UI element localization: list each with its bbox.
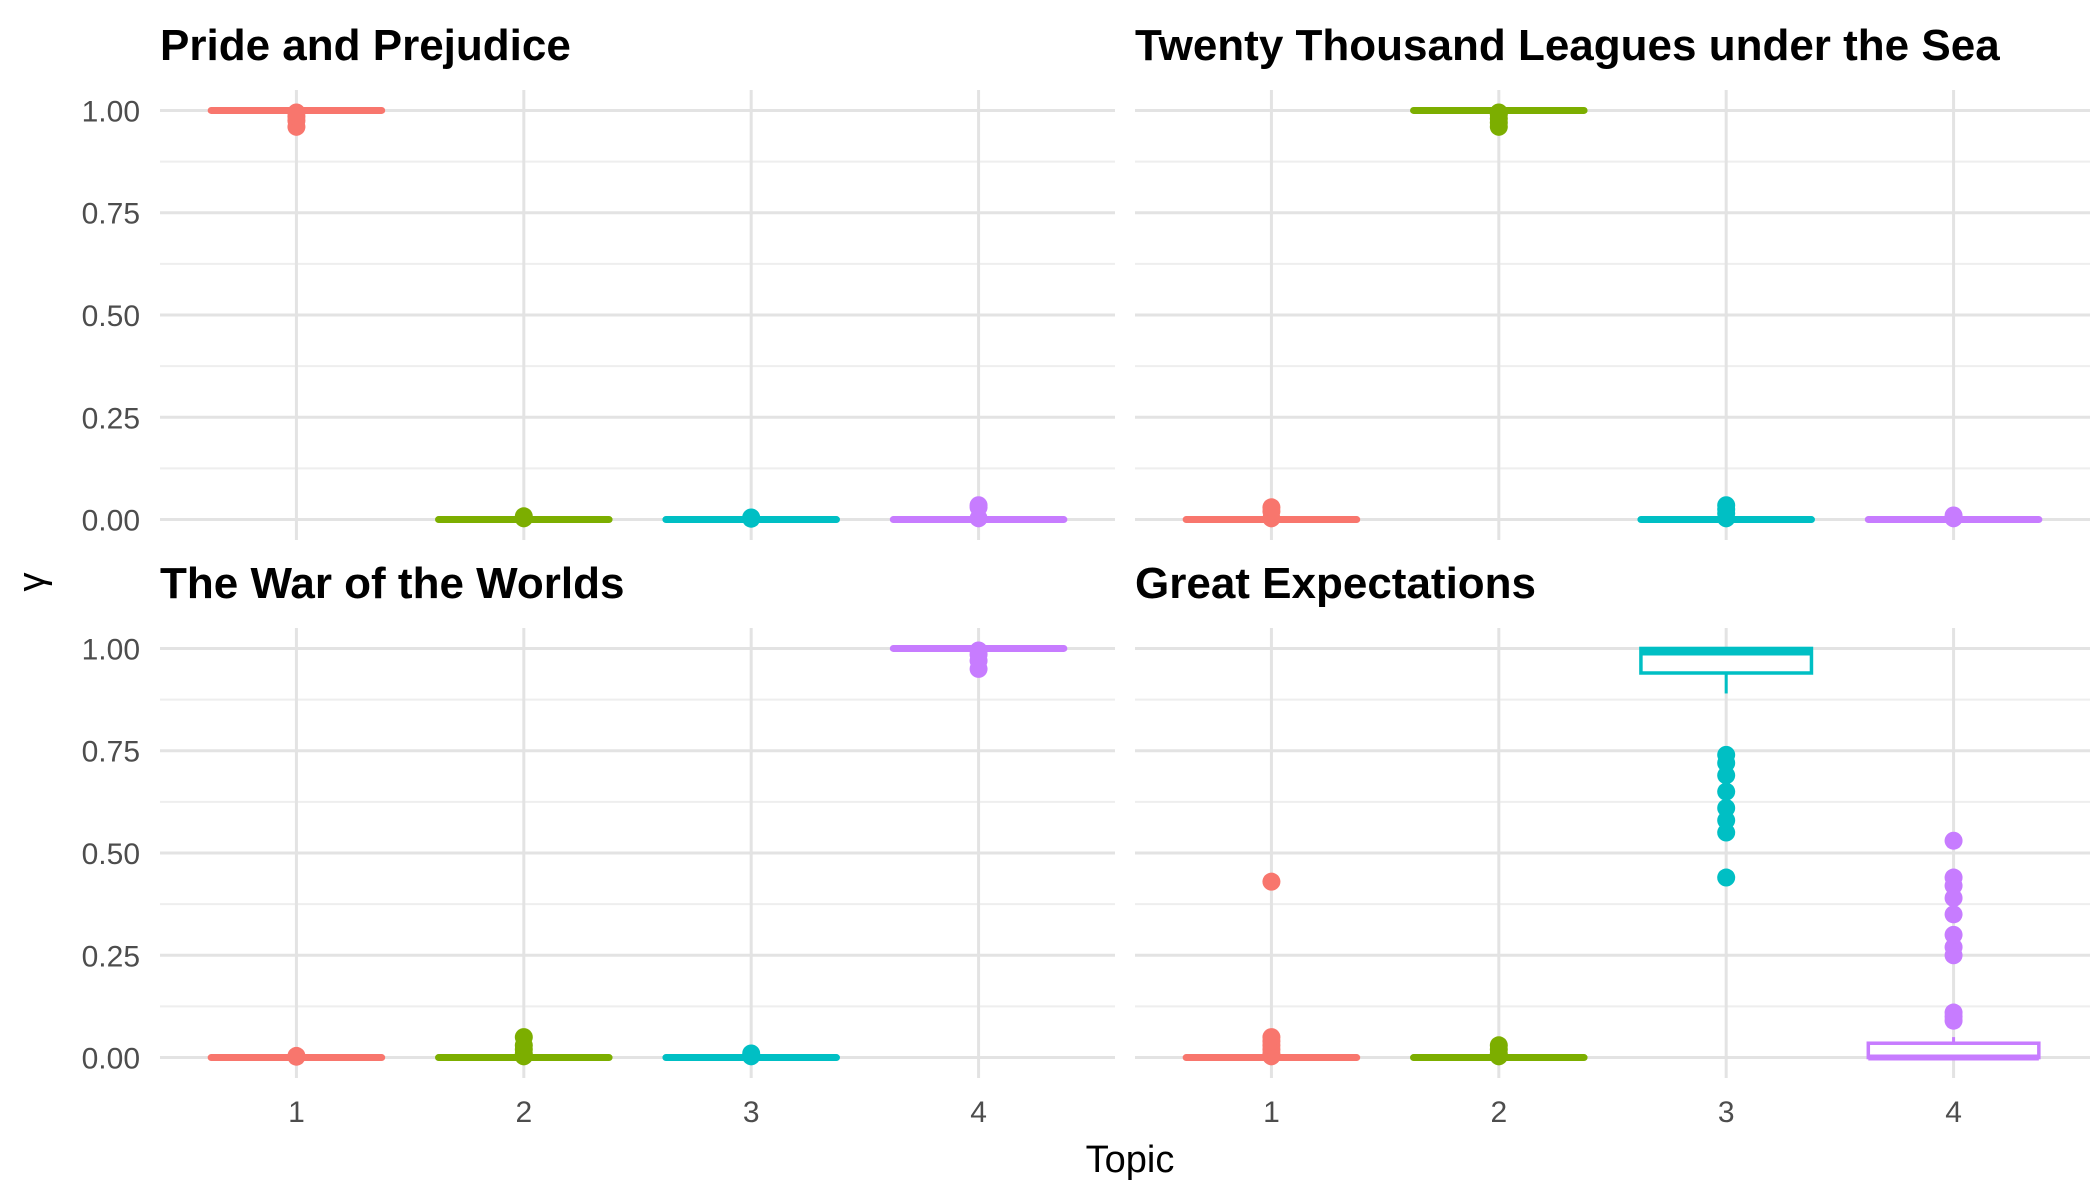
outlier-point <box>1262 498 1281 517</box>
outlier-point <box>1717 496 1736 515</box>
panel-title: Great Expectations <box>1135 559 1536 608</box>
x-tick-label: 2 <box>515 1096 532 1129</box>
panel-4: Great Expectations 1 2 3 4 <box>1135 559 2090 1129</box>
outlier-point <box>1262 1028 1281 1047</box>
y-tick-label: 0.75 <box>82 198 140 231</box>
box-topic-4 <box>1864 506 2043 528</box>
panel-title: Twenty Thousand Leagues under the Sea <box>1135 21 2000 70</box>
outlier-point <box>1944 506 1963 525</box>
x-tick-label: 3 <box>743 1096 760 1129</box>
outlier-point <box>287 1046 306 1065</box>
box-topic-1 <box>1182 872 1361 1066</box>
x-tick-label: 4 <box>970 1096 987 1129</box>
box-topic-1 <box>207 1046 386 1066</box>
x-tick-label: 3 <box>1718 1096 1735 1129</box>
x-tick-label: 1 <box>288 1096 305 1129</box>
panel-title: Pride and Prejudice <box>160 21 571 70</box>
x-tick-label: 4 <box>1945 1096 1962 1129</box>
y-tick-label: 0.00 <box>82 505 140 538</box>
outlier-point <box>1717 799 1736 817</box>
box-topic-2 <box>1410 103 1588 136</box>
x-tick-label: 2 <box>1490 1096 1507 1129</box>
y-tick-label: 0.50 <box>82 300 140 333</box>
box-topic-2 <box>435 507 613 528</box>
box-topic-3 <box>662 508 840 528</box>
outlier-point <box>1717 745 1736 764</box>
outlier-point <box>1944 1003 1963 1022</box>
panel-2: Twenty Thousand Leagues under the Sea <box>1135 21 2090 540</box>
outlier-point <box>1262 872 1281 891</box>
outlier-point <box>514 507 533 526</box>
outlier-point <box>1489 1036 1508 1055</box>
y-tick-label: 0.00 <box>82 1043 140 1076</box>
y-tick-label: 0.25 <box>82 402 140 435</box>
outlier-point <box>1717 868 1736 887</box>
outlier-point <box>969 496 988 515</box>
box-topic-4 <box>889 641 1068 678</box>
y-axis-title: γ <box>11 573 53 592</box>
box-topic-4 <box>1866 831 2041 1061</box>
box-topic-1 <box>1182 498 1361 528</box>
box-topic-1 <box>207 103 386 136</box>
outlier-point <box>287 103 306 122</box>
box-topic-2 <box>1410 1036 1588 1066</box>
y-tick-label: 0.50 <box>82 838 140 871</box>
y-tick-label: 0.75 <box>82 736 140 769</box>
outlier-point <box>1944 925 1963 944</box>
outlier-point <box>1944 905 1963 924</box>
outlier-point <box>742 508 761 527</box>
panel-title: The War of the Worlds <box>160 559 624 608</box>
box-topic-3 <box>662 1044 840 1066</box>
outlier-point <box>514 1028 533 1047</box>
outlier-point <box>742 1044 761 1063</box>
outlier-point <box>969 641 988 660</box>
outlier-point <box>1717 782 1736 801</box>
box-topic-3 <box>1637 496 1815 528</box>
x-axis-title: Topic <box>1086 1139 1175 1181</box>
box-topic-4 <box>889 496 1068 528</box>
y-tick-label: 0.25 <box>82 940 140 973</box>
y-tick-label: 1.00 <box>82 633 140 666</box>
panel-3: The War of the Worlds 0.00 0.25 0.50 0.75 1.0… <box>82 559 1115 1129</box>
y-tick-label: 1.00 <box>82 95 140 128</box>
outlier-point <box>1944 831 1963 850</box>
panel-1: Pride and Prejudice 0.00 0.25 0.50 0.75 1.00 <box>82 21 1115 540</box>
outlier-point <box>1944 868 1963 887</box>
outlier-point <box>1489 103 1508 122</box>
box-topic-3 <box>1639 646 1814 887</box>
box-topic-2 <box>435 1028 613 1066</box>
x-tick-label: 1 <box>1263 1096 1280 1129</box>
